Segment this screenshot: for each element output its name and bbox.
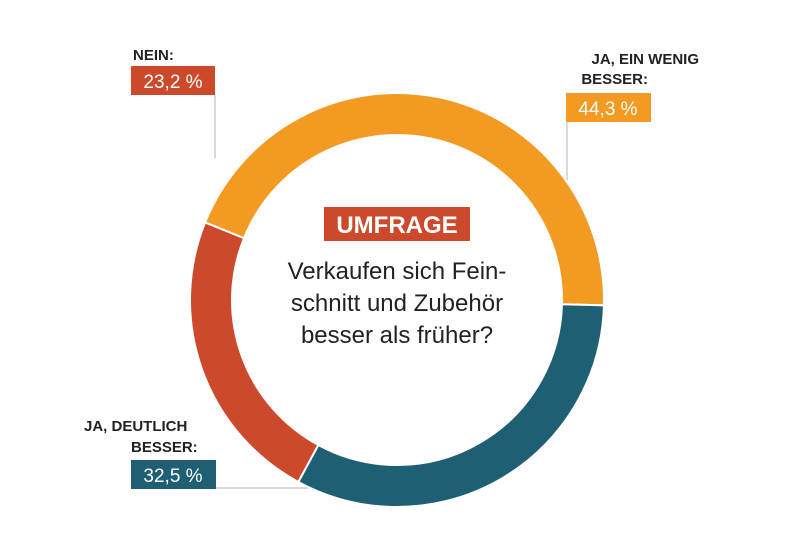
survey-badge-text: UMFRAGE: [336, 212, 457, 239]
value-box-ja-wenig: [566, 93, 651, 122]
value-nein: 23,2 %: [143, 72, 202, 93]
value-box-nein: [131, 66, 215, 95]
slice-title-ja-deutlich-1: JA, DEUTLICH: [84, 418, 187, 435]
slice-title-ja-wenig-1: JA, EIN WENIG: [591, 51, 699, 68]
donut-slice-nein: [189, 221, 320, 484]
slice-title-nein-1: NEIN:: [133, 47, 174, 64]
survey-badge: [324, 207, 470, 241]
slice-label-nein: NEIN: 23,2 %: [131, 47, 215, 95]
slice-title-ja-deutlich-2: BESSER:: [131, 439, 198, 456]
value-ja-deutlich: 32,5 %: [143, 466, 202, 487]
slice-label-ja-wenig: JA, EIN WENIG BESSER: 44,3 %: [566, 51, 699, 122]
donut-slices: [189, 92, 605, 508]
donut-slice-ja-wenig: [203, 92, 605, 307]
question-line-1: Verkaufen sich Fein-: [288, 258, 507, 285]
value-ja-wenig: 44,3 %: [578, 99, 637, 120]
value-box-ja-deutlich: [131, 460, 216, 489]
center-text: UMFRAGE Verkaufen sich Fein- schnitt und…: [288, 207, 507, 349]
question-line-2: schnitt und Zubehör: [291, 290, 503, 317]
question-line-3: besser als früher?: [301, 322, 493, 349]
slice-label-ja-deutlich: JA, DEUTLICH BESSER: 32,5 %: [84, 418, 216, 489]
slice-title-ja-wenig-2: BESSER:: [581, 71, 648, 88]
